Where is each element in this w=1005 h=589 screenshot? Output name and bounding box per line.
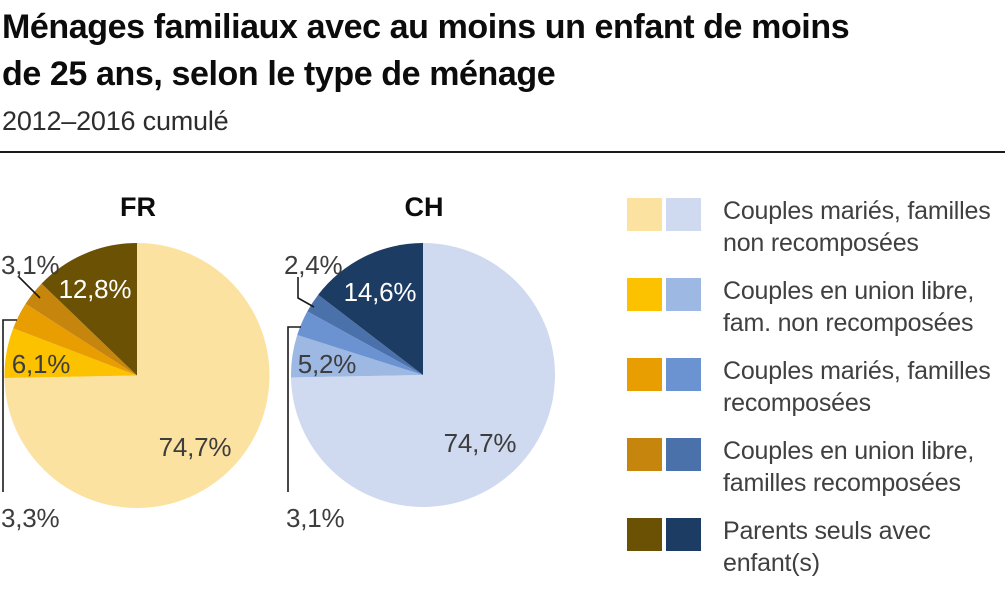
legend-swatch-ch: [666, 358, 701, 391]
pie-ch-label-main: 74,7%: [443, 428, 517, 458]
legend-swatch-ch: [666, 198, 701, 231]
legend-swatch-fr: [627, 198, 662, 231]
pie-title-fr: FR: [120, 192, 156, 222]
chart-title-line2: de 25 ans, selon le type de ménage: [2, 55, 556, 93]
pie-slice-fr-0: [4, 243, 270, 509]
pie-fr-label-slice3: 3,3%: [1, 503, 60, 533]
legend-label: Couples en union libre, fam. non recompo…: [723, 277, 975, 337]
legend-swatch-fr: [627, 278, 662, 311]
pie-slice-fr-1: [4, 328, 137, 378]
pie-ch-label-slice5: 14,6%: [343, 277, 417, 307]
legend-item-couples-maries-non-recomposees: Couples mariés, familles non recomposées: [627, 197, 1005, 257]
leader-line-fr-3-3: [2, 319, 17, 492]
pie-fr: [4, 243, 270, 509]
legend-item-parents-seuls: Parents seuls avec enfant(s): [627, 517, 1005, 577]
legend-label: Parents seuls avec enfant(s): [723, 517, 931, 577]
legend-swatch-fr: [627, 358, 662, 391]
pie-slice-ch-4: [318, 243, 423, 375]
legend-item-couples-union-libre-non-recomposees: Couples en union libre, fam. non recompo…: [627, 277, 1005, 337]
pie-ch-label-slice4: 2,4%: [284, 250, 343, 280]
legend-swatch-ch: [666, 278, 701, 311]
pie-slice-ch-3: [307, 294, 423, 375]
legend-swatch-ch: [666, 518, 701, 551]
pie-title-ch: CH: [404, 192, 444, 222]
legend-item-couples-maries-recomposees: Couples mariés, familles recomposées: [627, 357, 1005, 417]
legend-swatch-fr: [627, 518, 662, 551]
pie-ch: [290, 243, 555, 508]
pie-slice-ch-0: [291, 243, 555, 508]
header-divider-line: [0, 151, 1005, 153]
pie-slice-ch-1: [290, 335, 423, 378]
chart-title-line1: Ménages familiaux avec au moins un enfan…: [2, 8, 850, 46]
legend-label: Couples mariés, familles recomposées: [723, 357, 991, 417]
leader-line-ch-3-1: [287, 326, 301, 492]
leader-line-fr-3-1: [17, 275, 41, 299]
pie-slice-ch-2: [297, 311, 423, 375]
pie-charts-canvas: [2, 243, 555, 509]
legend-swatch-fr: [627, 438, 662, 471]
pie-fr-label-main: 74,7%: [158, 432, 232, 462]
pie-slice-fr-2: [13, 303, 138, 376]
chart-subtitle: 2012–2016 cumulé: [2, 106, 229, 136]
pie-fr-label-slice4: 3,1%: [1, 250, 60, 280]
legend-label: Couples mariés, familles non recomposées: [723, 197, 991, 257]
pie-slice-fr-3: [25, 283, 137, 376]
chart-title: Ménages familiaux avec au moins un enfan…: [2, 4, 1004, 98]
pie-fr-label-slice5: 12,8%: [58, 274, 132, 304]
pie-slice-fr-4: [41, 243, 138, 376]
pie-ch-label-slice3: 3,1%: [286, 503, 345, 533]
legend-swatch-ch: [666, 438, 701, 471]
legend-label: Couples en union libre, familles recompo…: [723, 437, 975, 497]
leader-line-ch-2-4: [297, 277, 315, 308]
pie-fr-label-slice2: 6,1%: [11, 349, 71, 379]
legend: Couples mariés, familles non recomposées…: [627, 197, 1005, 589]
pie-ch-label-slice2: 5,2%: [297, 349, 357, 379]
legend-item-couples-union-libre-recomposees: Couples en union libre, familles recompo…: [627, 437, 1005, 497]
